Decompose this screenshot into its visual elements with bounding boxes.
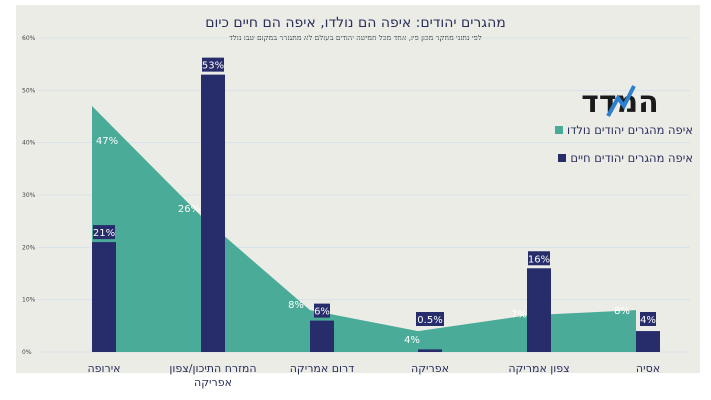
legend-swatch-living (558, 154, 567, 162)
y-tick-label: 0% (22, 349, 32, 356)
area-data-label: 47% (96, 136, 118, 147)
bar-3 (418, 349, 442, 352)
y-tick-label: 30% (22, 192, 36, 199)
category-label: דרום אמריקה (290, 362, 355, 375)
bar-label-bg (640, 312, 656, 326)
area-data-label: 4% (404, 335, 420, 346)
legend-swatch-born (554, 126, 563, 134)
y-tick-label: 40% (22, 140, 36, 147)
legend-label-living: איפה מהגרים יהודים חיים (570, 151, 693, 165)
bar-data-label: 16% (528, 254, 550, 265)
area-series-born (92, 106, 636, 353)
y-tick-label: 50% (22, 87, 36, 94)
category-label: צפון אמריקה (508, 362, 569, 375)
chart-title: מהגרים יהודים: איפה הם נולדו, איפה הם חי… (205, 15, 506, 31)
area-data-label: 26% (178, 204, 200, 215)
bar-0 (92, 242, 116, 352)
bar-1 (201, 74, 225, 352)
area-data-label: 8% (288, 300, 304, 311)
category-label: אפריקה (411, 362, 449, 375)
bar-data-label: 53% (202, 61, 224, 72)
y-tick-label: 60% (22, 35, 36, 42)
legend-item-born: איפה מהגרים יהודים נולדו (554, 123, 693, 137)
bar-data-label: 6% (314, 307, 330, 318)
legend-label-born: איפה מהגרים יהודים נולדו (566, 123, 693, 137)
bar-5 (636, 331, 660, 352)
bar-2 (310, 320, 334, 352)
area-data-label: 8% (614, 306, 630, 317)
logo: המדד (580, 84, 660, 124)
bar-data-label: 0.5% (417, 315, 442, 326)
logo-mark-icon: המדד (581, 85, 659, 120)
y-tick-label: 20% (22, 244, 36, 251)
bar-4 (527, 268, 551, 352)
area-data-label: 7% (511, 309, 527, 320)
bar-label-bg (314, 303, 330, 318)
bar-label-bg (202, 57, 224, 72)
category-label: אירופה (87, 362, 120, 375)
category-label: אסיה (636, 362, 660, 375)
bar-label-bg (416, 312, 444, 326)
bar-data-label: 21% (93, 228, 115, 239)
legend-item-living: איפה מהגרים יהודים חיים (558, 151, 693, 165)
bar-label-bg (528, 251, 550, 266)
bar-label-bg (93, 225, 115, 240)
y-tick-label: 10% (22, 297, 36, 304)
bar-data-label: 4% (640, 315, 656, 326)
category-label: המזרח התיכון/צפון אפריקה (169, 362, 256, 389)
